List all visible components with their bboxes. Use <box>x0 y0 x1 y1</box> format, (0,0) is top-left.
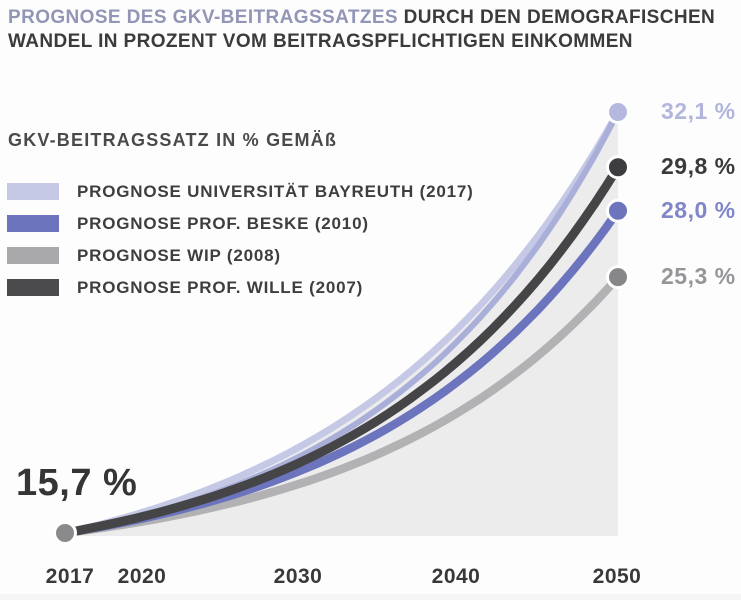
end-dot-wip <box>606 265 630 290</box>
legend-swatch-bayreuth <box>7 183 59 200</box>
legend-item-wille: PROGNOSE PROF. WILLE (2007) <box>7 277 474 297</box>
legend-swatch-beske <box>7 215 59 232</box>
bottom-edge-strip <box>0 594 741 600</box>
legend: PROGNOSE UNIVERSITÄT BAYREUTH (2017) PRO… <box>7 181 474 297</box>
legend-swatch-wille <box>7 279 59 296</box>
page-title: PROGNOSE DES GKV-BEITRAGSSATZES DURCH DE… <box>8 6 732 54</box>
page-title-line2: WANDEL IN PROZENT VOM BEITRAGSPFLICHTIGE… <box>8 31 633 52</box>
end-value-label-wille: 29,8 % <box>661 153 736 179</box>
x-tick-2017: 2017 <box>45 565 95 588</box>
start-dot <box>53 521 77 545</box>
x-tick-2040: 2040 <box>431 565 481 588</box>
area-fill <box>65 112 618 536</box>
curve-wille <box>60 162 623 538</box>
legend-header: GKV-BEITRAGSSATZ IN % GEMÄß <box>8 130 338 150</box>
legend-item-bayreuth: PROGNOSE UNIVERSITÄT BAYREUTH (2017) <box>7 181 474 201</box>
legend-item-wip: PROGNOSE WIP (2008) <box>7 245 474 265</box>
x-tick-2020: 2020 <box>117 565 167 588</box>
legend-item-label: PROGNOSE UNIVERSITÄT BAYREUTH (2017) <box>77 181 474 201</box>
start-value-label: 15,7 % <box>16 462 138 504</box>
x-tick-2030: 2030 <box>273 565 323 588</box>
x-axis: 2017 2020 2030 2040 2050 <box>0 565 741 591</box>
end-dot-wille <box>606 155 630 180</box>
legend-item-label: PROGNOSE PROF. WILLE (2007) <box>77 277 364 297</box>
end-dot-bayreuth <box>606 100 630 124</box>
page-title-rest-line1: DURCH DEN DEMOGRAFISCHEN <box>398 7 716 28</box>
legend-item-label: PROGNOSE PROF. BESKE (2010) <box>77 213 369 233</box>
legend-item-label: PROGNOSE WIP (2008) <box>77 245 281 265</box>
end-value-label-bayreuth: 32,1 % <box>661 98 736 124</box>
end-dot-beske <box>606 198 630 223</box>
legend-item-beske: PROGNOSE PROF. BESKE (2010) <box>7 213 474 233</box>
end-value-label-beske: 28,0 % <box>661 197 736 223</box>
page-title-accent: PROGNOSE DES GKV-BEITRAGSSATZES <box>8 7 398 28</box>
end-value-label-wip: 25,3 % <box>661 263 736 289</box>
curve-bayreuth-upper <box>61 108 622 537</box>
x-tick-2050: 2050 <box>592 565 642 588</box>
legend-swatch-wip <box>7 247 59 264</box>
